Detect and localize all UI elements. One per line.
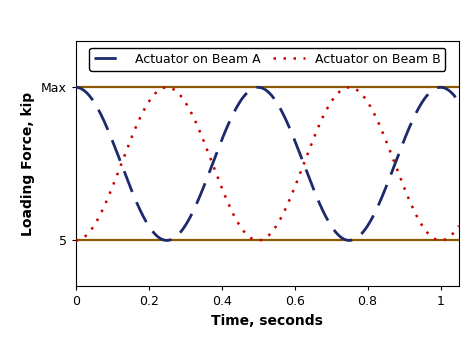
Actuator on Beam A	[445, 88, 450, 92]
Actuator on Beam B	[445, 236, 450, 240]
Actuator on Beam A	[73, 85, 79, 89]
Actuator on Beam B	[445, 236, 451, 240]
Y-axis label: Loading Force, kip: Loading Force, kip	[21, 92, 35, 236]
Legend: Actuator on Beam A, Actuator on Beam B: Actuator on Beam A, Actuator on Beam B	[89, 48, 446, 71]
Actuator on Beam A	[249, 87, 255, 91]
Actuator on Beam A	[259, 86, 265, 90]
Actuator on Beam B	[73, 238, 79, 243]
Actuator on Beam B	[259, 238, 265, 242]
X-axis label: Time, seconds: Time, seconds	[211, 314, 323, 328]
Actuator on Beam B	[249, 237, 255, 241]
Actuator on Beam A	[375, 205, 380, 209]
Actuator on Beam B	[164, 85, 170, 89]
Line: Actuator on Beam B: Actuator on Beam B	[76, 87, 459, 240]
Line: Actuator on Beam A: Actuator on Beam A	[76, 87, 459, 240]
Actuator on Beam A	[164, 238, 170, 243]
Actuator on Beam B	[456, 224, 462, 228]
Actuator on Beam B	[375, 119, 380, 123]
Actuator on Beam A	[92, 102, 98, 106]
Actuator on Beam A	[456, 100, 462, 104]
Actuator on Beam B	[92, 221, 98, 226]
Actuator on Beam A	[445, 88, 451, 92]
